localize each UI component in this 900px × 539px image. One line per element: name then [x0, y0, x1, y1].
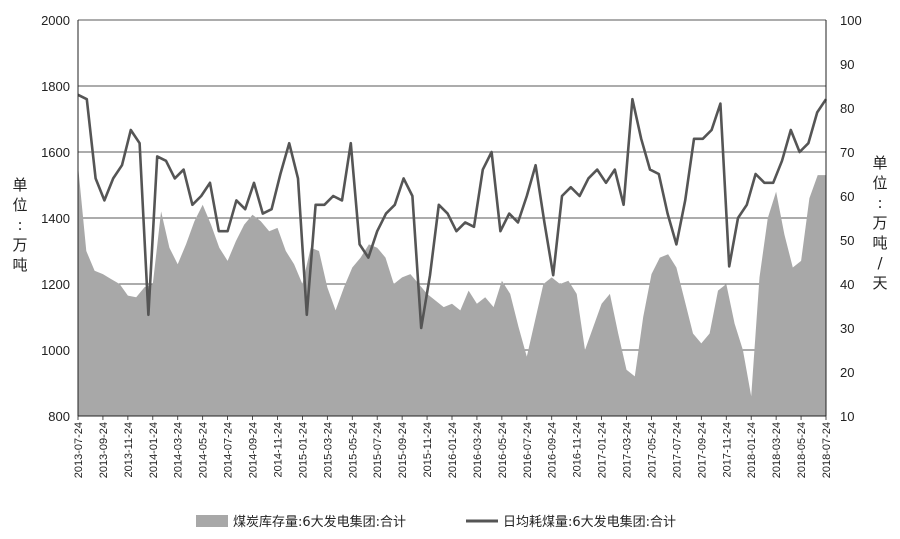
x-tick-label: 2015-01-24 — [297, 422, 309, 478]
right-unit-char: 单 — [872, 154, 887, 172]
x-tick-label: 2018-05-24 — [796, 422, 808, 478]
x-tick-label: 2014-05-24 — [198, 422, 210, 478]
left-unit-char: 万 — [12, 236, 27, 254]
right-tick-label: 20 — [840, 365, 854, 380]
x-tick-label: 2013-09-24 — [98, 422, 110, 478]
left-tick-label: 1000 — [41, 343, 70, 358]
x-tick-label: 2015-07-24 — [372, 422, 384, 478]
x-tick-label: 2013-11-24 — [123, 422, 135, 477]
right-unit-char: 吨 — [872, 234, 887, 252]
right-tick-label: 100 — [840, 13, 862, 28]
x-tick-label: 2017-07-24 — [671, 422, 683, 478]
x-tick-label: 2018-01-24 — [746, 422, 758, 478]
right-tick-label: 40 — [840, 277, 854, 292]
x-tick-label: 2017-01-24 — [597, 422, 609, 478]
right-tick-label: 50 — [840, 233, 854, 248]
x-tick-label: 2015-03-24 — [322, 422, 334, 478]
right-unit-char: 万 — [872, 214, 887, 232]
right-tick-label: 10 — [840, 409, 854, 424]
left-tick-label: 2000 — [41, 13, 70, 28]
right-axis-ticks: 10 20 30 40 50 60 70 80 90 100 — [840, 13, 862, 424]
x-tick-label: 2014-09-24 — [248, 422, 260, 478]
x-tick-label: 2016-03-24 — [472, 422, 484, 478]
consumption-line — [77, 93, 828, 330]
left-tick-label: 1600 — [41, 145, 70, 160]
left-unit-char: : — [17, 216, 22, 234]
right-unit-char: / — [877, 254, 883, 272]
consumption-line-series — [77, 93, 828, 330]
x-axis-ticks: 2013-07-24 2013-09-24 2013-11-24 2014-01-24… — [73, 416, 833, 478]
right-tick-label: 70 — [840, 145, 854, 160]
x-tick-label: 2014-01-24 — [148, 422, 160, 478]
x-tick-label: 2017-05-24 — [646, 422, 658, 478]
right-tick-label: 30 — [840, 321, 854, 336]
right-unit-char: 位 — [872, 174, 887, 192]
left-unit-char: 单 — [12, 176, 27, 194]
right-tick-label: 90 — [840, 57, 854, 72]
left-axis-ticks: 800 1000 1200 1400 1600 1800 2000 — [41, 13, 70, 424]
x-tick-label: 2017-03-24 — [622, 422, 634, 478]
x-tick-label: 2014-03-24 — [173, 422, 185, 478]
left-unit-char: 吨 — [12, 256, 27, 274]
right-tick-label: 60 — [840, 189, 854, 204]
inventory-area — [78, 165, 826, 416]
x-tick-label: 2018-07-24 — [821, 422, 833, 478]
x-tick-label: 2017-09-24 — [696, 422, 708, 478]
right-tick-label: 80 — [840, 101, 854, 116]
x-tick-label: 2016-11-24 — [572, 422, 584, 477]
legend-label-inventory: 煤炭库存量:6大发电集团:合计 — [233, 514, 406, 530]
left-tick-label: 1400 — [41, 211, 70, 226]
x-tick-label: 2017-11-24 — [721, 422, 733, 477]
x-tick-label: 2014-11-24 — [272, 422, 284, 477]
legend-label-consumption: 日均耗煤量:6大发电集团:合计 — [503, 514, 676, 530]
x-tick-label: 2016-07-24 — [522, 422, 534, 478]
x-tick-label: 2015-05-24 — [347, 422, 359, 478]
x-tick-label: 2016-05-24 — [497, 422, 509, 478]
x-tick-label: 2018-03-24 — [771, 422, 783, 478]
x-tick-label: 2014-07-24 — [223, 422, 235, 478]
legend-swatch-inventory — [196, 515, 228, 527]
left-tick-label: 1200 — [41, 277, 70, 292]
x-tick-label: 2016-01-24 — [447, 422, 459, 478]
inventory-area-series — [78, 165, 826, 416]
x-tick-label: 2013-07-24 — [73, 422, 85, 478]
right-unit-char: : — [877, 194, 882, 212]
left-tick-label: 800 — [48, 409, 70, 424]
left-tick-label: 1800 — [41, 79, 70, 94]
x-tick-label: 2015-11-24 — [422, 422, 434, 477]
right-unit-char: 天 — [872, 274, 887, 292]
x-tick-label: 2015-09-24 — [397, 422, 409, 478]
x-tick-label: 2016-09-24 — [547, 422, 559, 478]
legend: 煤炭库存量:6大发电集团:合计 日均耗煤量:6大发电集团:合计 — [196, 514, 676, 530]
left-unit-char: 位 — [12, 196, 27, 214]
